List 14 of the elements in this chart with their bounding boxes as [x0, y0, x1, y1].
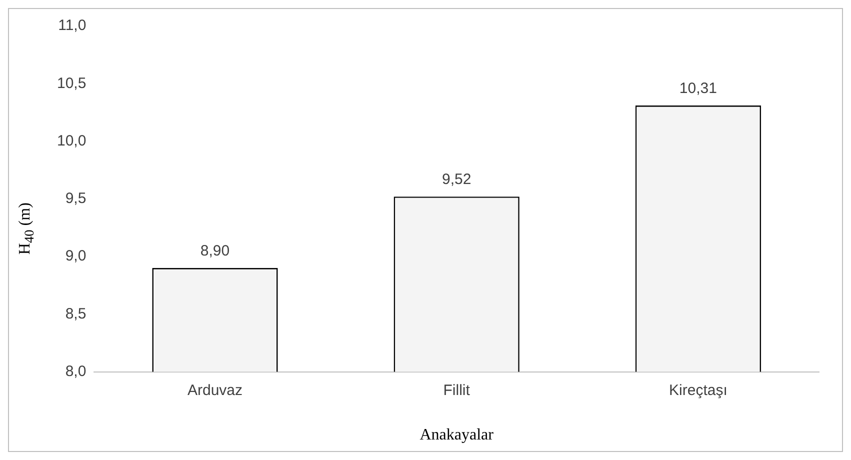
y-tick-label: 10,0	[56, 132, 86, 150]
data-label: 9,52	[442, 171, 472, 188]
y-tick-label: 9,5	[65, 190, 86, 208]
y-tick-label: 8,0	[65, 362, 86, 380]
y-tick-label: 8,5	[65, 305, 86, 322]
x-tick-label: Fillit	[443, 382, 471, 399]
y-tick-label: 9,0	[65, 248, 86, 265]
y-tick-label: 11,0	[58, 17, 86, 34]
data-label: 10,31	[679, 80, 717, 98]
data-label: 8,90	[200, 242, 230, 260]
x-tick-label: Arduvaz	[187, 382, 243, 399]
y-tick-label: 10,5	[56, 74, 86, 92]
x-tick-label: Kireçtaşı	[669, 382, 728, 399]
x-axis-title: Anakayalar	[420, 426, 494, 444]
